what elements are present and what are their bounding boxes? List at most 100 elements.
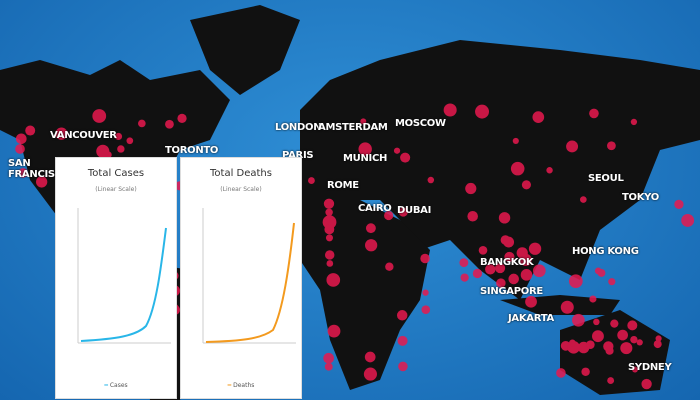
dot — [674, 199, 684, 209]
dot — [608, 278, 616, 286]
dot — [460, 273, 469, 282]
dot — [498, 212, 511, 224]
dot — [566, 140, 579, 153]
dot — [308, 177, 315, 184]
dot — [630, 335, 638, 344]
dot — [603, 341, 614, 352]
chart-title: Total Deaths — [210, 168, 272, 179]
chart-subtitle: (Linear Scale) — [95, 186, 137, 193]
dot — [586, 340, 595, 349]
dot — [475, 104, 489, 119]
dot — [397, 335, 408, 346]
city-label: TOKYO — [622, 192, 659, 203]
dot — [55, 127, 68, 140]
dot — [324, 224, 335, 235]
dot — [653, 340, 662, 349]
dot — [385, 262, 394, 271]
dot — [528, 242, 542, 255]
dot — [532, 264, 546, 278]
dot — [323, 352, 334, 364]
dot — [579, 196, 587, 203]
dot — [360, 118, 367, 125]
dot — [364, 351, 376, 363]
dot — [521, 180, 531, 190]
dot — [467, 210, 478, 222]
dot — [365, 239, 378, 252]
dot — [592, 330, 604, 343]
dot — [525, 295, 537, 308]
dot — [427, 176, 435, 184]
city-label: HONG KONG — [572, 246, 639, 257]
dot — [504, 251, 515, 263]
dot — [25, 125, 36, 136]
dot — [322, 215, 337, 229]
dot — [365, 223, 376, 234]
dot — [324, 362, 333, 371]
dot — [485, 264, 496, 275]
dot — [627, 320, 638, 331]
dot — [465, 182, 477, 195]
city-label: MOSCOW — [395, 118, 446, 129]
chart-subtitle: (Linear Scale) — [220, 186, 262, 193]
dot — [92, 109, 107, 123]
legend: ━ Deaths — [227, 382, 255, 389]
city-label: SAN FRANCISCO — [8, 158, 71, 180]
dot — [581, 367, 590, 377]
chart-area — [202, 208, 296, 344]
dot — [126, 137, 134, 145]
chart-area — [77, 208, 171, 344]
dot — [568, 274, 583, 289]
dot — [589, 108, 599, 119]
dot — [396, 310, 408, 321]
dot — [325, 234, 334, 242]
dot — [681, 214, 695, 227]
dot — [114, 132, 123, 141]
dot — [393, 147, 401, 154]
dot — [36, 176, 48, 188]
eurasia — [300, 40, 700, 300]
dot — [655, 335, 662, 342]
curve — [205, 222, 295, 343]
dot — [512, 137, 519, 145]
dot — [631, 366, 639, 373]
dot — [420, 253, 430, 264]
dot — [630, 118, 638, 126]
dot — [327, 324, 341, 338]
city-label: BANGKOK — [480, 257, 534, 268]
dot — [593, 318, 600, 326]
chart-panel: Total Cases (Linear Scale) ━ Cases — [55, 157, 177, 399]
legend-label: Deaths — [233, 382, 255, 389]
dot — [421, 305, 431, 314]
dot — [472, 268, 483, 279]
dot — [572, 313, 585, 327]
dot — [560, 300, 574, 314]
city-label: SYDNEY — [628, 362, 672, 373]
dot — [620, 342, 633, 355]
dot — [641, 378, 652, 390]
city-label: PARIS — [282, 150, 314, 161]
dot — [636, 339, 643, 346]
legend: ━ Cases — [104, 382, 128, 389]
dot — [443, 103, 457, 117]
dot — [15, 144, 25, 154]
dot — [610, 319, 619, 328]
dot — [323, 198, 335, 209]
city-label: CAIRO — [358, 203, 392, 214]
africa — [300, 200, 430, 390]
dot — [15, 133, 27, 145]
city-label: DUBAI — [397, 205, 432, 216]
dot — [607, 377, 615, 385]
dot — [478, 245, 488, 255]
dot — [508, 273, 519, 285]
city-label: LONDON — [275, 122, 322, 133]
dot — [496, 278, 506, 288]
city-label: JAKARTA — [508, 313, 554, 324]
city-label: TORONTO — [165, 145, 219, 156]
greenland — [190, 5, 300, 95]
dot — [532, 111, 545, 123]
chart-title: Total Cases — [87, 168, 145, 179]
dot — [326, 273, 341, 287]
dot — [589, 295, 597, 303]
dot — [500, 235, 511, 245]
